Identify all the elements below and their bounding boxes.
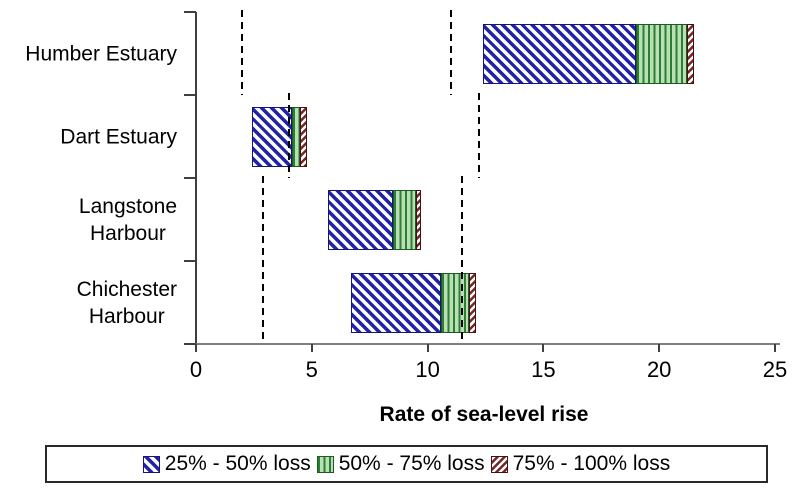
y-axis-line	[195, 12, 197, 345]
legend-swatch-diagonal-backslash-hatch	[142, 455, 160, 473]
bar-segment-diagonal-backslash-hatch	[251, 106, 293, 167]
bar-segment-vertical-stripe-hatch	[292, 106, 301, 167]
x-axis-tick-label: 20	[646, 357, 672, 382]
legend-item: 75% - 100% loss	[490, 452, 671, 476]
legend: 25% - 50% loss 50% - 75% loss 75% - 100% l…	[45, 445, 768, 483]
x-axis-title: Rate of sea-level rise	[379, 403, 589, 426]
x-axis-tick	[310, 344, 313, 352]
bar-segment-diagonal-slash-hatch	[469, 272, 477, 333]
bar-segment-vertical-stripe-hatch	[441, 272, 470, 333]
x-axis-tick-label: 0	[189, 357, 203, 382]
category-label: Chichester Harbour	[77, 276, 177, 330]
category-label: Humber Estuary	[25, 40, 177, 67]
x-axis-tick-label: 10	[415, 357, 440, 382]
bar-segment-diagonal-backslash-hatch	[328, 189, 393, 250]
legend-item: 50% - 75% loss	[316, 452, 485, 476]
y-axis-tick	[184, 94, 196, 96]
x-axis-tick	[658, 344, 661, 352]
bar-segment-diagonal-backslash-hatch	[351, 272, 442, 333]
x-axis-tick	[195, 344, 197, 352]
x-axis-line	[188, 343, 780, 345]
dashed-reference-line	[461, 176, 464, 344]
legend-label: 50% - 75% loss	[338, 452, 485, 475]
category-label-line: Langstone	[78, 194, 177, 218]
y-axis-tick	[184, 11, 196, 13]
dashed-reference-line	[287, 93, 290, 178]
x-axis-tick	[542, 344, 545, 352]
bar-segment-diagonal-backslash-hatch	[483, 23, 637, 84]
legend-label: 25% - 50% loss	[164, 452, 311, 475]
legend-swatch-diagonal-slash-hatch	[490, 455, 508, 473]
category-label: Dart Estuary	[60, 123, 177, 150]
x-axis-tick	[774, 344, 776, 352]
legend-swatch-vertical-stripe-hatch	[316, 455, 334, 473]
category-label-line: Dart Estuary	[60, 125, 177, 148]
x-axis-tick-label: 25	[762, 357, 788, 382]
bar-segment-vertical-stripe-hatch	[392, 189, 417, 250]
category-label-line: Humber Estuary	[25, 42, 177, 65]
category-label-line: Chichester	[76, 277, 177, 301]
dashed-reference-line	[477, 93, 480, 178]
y-axis-tick	[184, 343, 196, 345]
category-label: Langstone Harbour	[79, 193, 177, 247]
x-axis-tick-label: 5	[305, 357, 318, 382]
x-axis-tick	[426, 344, 429, 352]
x-axis-tick-label: 15	[531, 357, 556, 382]
dashed-reference-line	[262, 176, 265, 344]
bar-segment-diagonal-slash-hatch	[686, 23, 694, 84]
y-axis-tick	[184, 260, 196, 262]
bar-segment-diagonal-slash-hatch	[416, 189, 421, 250]
category-label-line: Harbour	[88, 304, 165, 328]
bar-segment-vertical-stripe-hatch	[636, 23, 687, 84]
bar-segment-diagonal-slash-hatch	[300, 106, 308, 167]
y-axis-tick	[184, 177, 196, 179]
dashed-reference-line	[241, 10, 244, 95]
legend-label: 75% - 100% loss	[512, 452, 671, 475]
category-label-line: Harbour	[90, 221, 166, 245]
legend-item: 25% - 50% loss	[142, 452, 311, 476]
dashed-reference-line	[449, 10, 452, 95]
